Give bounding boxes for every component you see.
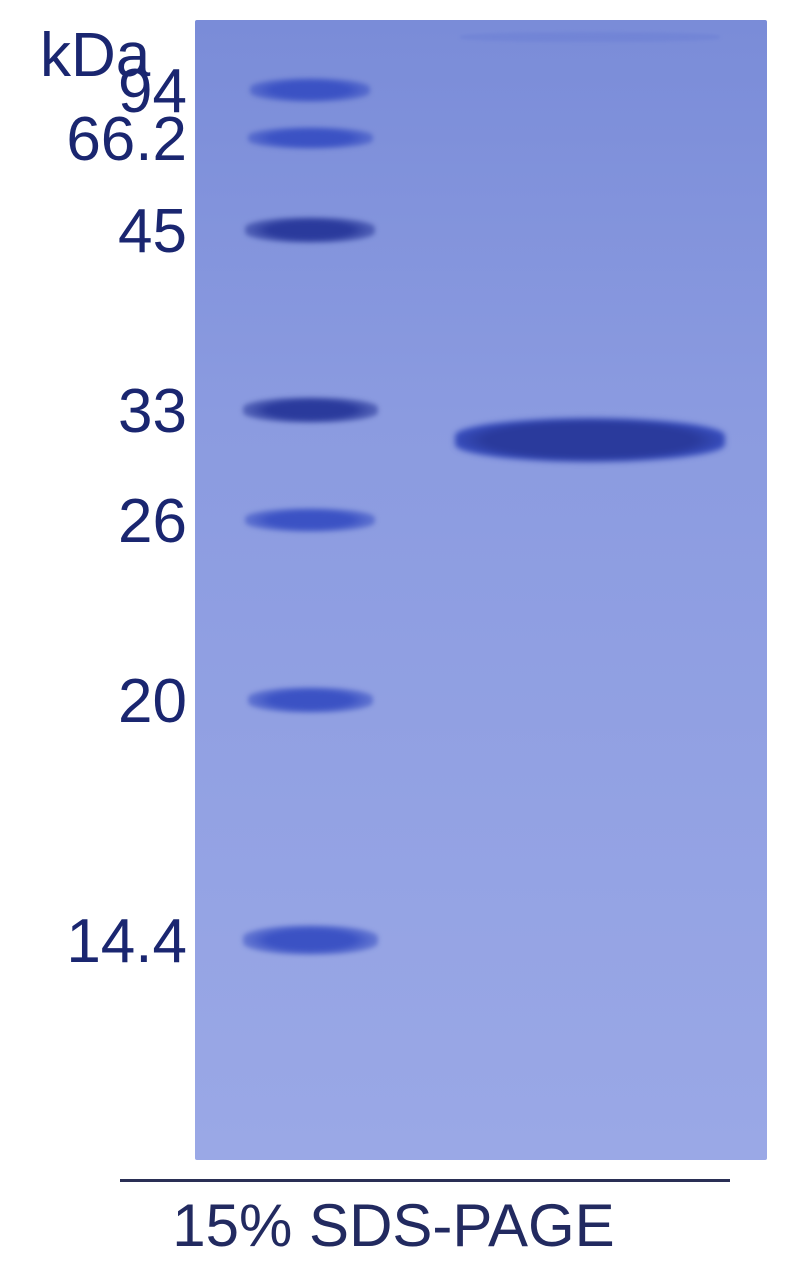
- ladder-band: [245, 508, 375, 532]
- gel-caption: 15% SDS-PAGE: [20, 1191, 767, 1260]
- caption-divider: [120, 1179, 730, 1182]
- ladder-band: [245, 217, 375, 243]
- mw-label-20: 20: [118, 666, 187, 737]
- gel-area: kDa 9466.24533262014.4: [20, 20, 767, 1160]
- caption-text: 15% SDS-PAGE: [172, 1192, 614, 1259]
- mw-label-45: 45: [118, 196, 187, 267]
- sample-lane: [440, 20, 740, 1160]
- mw-label-14p4: 14.4: [66, 906, 187, 977]
- ladder-band: [248, 687, 373, 713]
- ladder-band: [250, 78, 370, 102]
- mw-label-66p2: 66.2: [66, 104, 187, 175]
- ladder-band: [248, 127, 373, 149]
- sample-band: [455, 418, 725, 462]
- mw-label-33: 33: [118, 376, 187, 447]
- ladder-lane: [230, 20, 390, 1160]
- ladder-band: [243, 397, 378, 423]
- well-artifact: [460, 32, 720, 42]
- ladder-band: [243, 925, 378, 955]
- sds-page-figure: kDa 9466.24533262014.4 15% SDS-PAGE: [20, 20, 767, 1260]
- mw-label-26: 26: [118, 486, 187, 557]
